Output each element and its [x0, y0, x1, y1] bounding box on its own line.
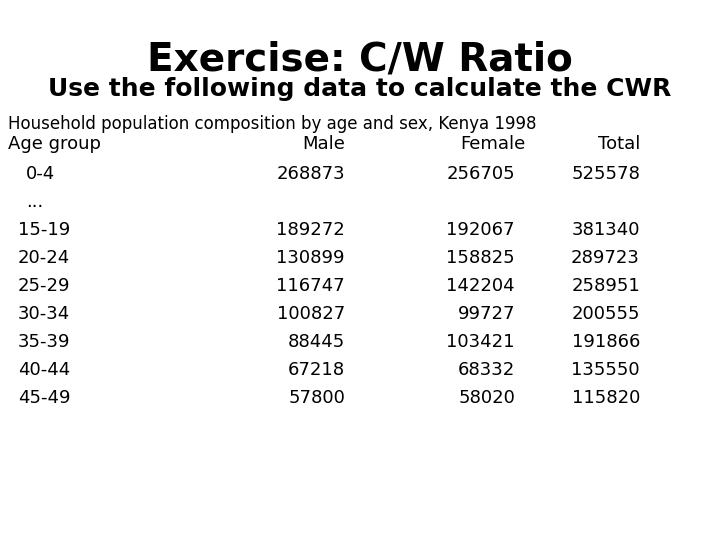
Text: 100827: 100827: [276, 305, 345, 323]
Text: 88445: 88445: [288, 333, 345, 351]
Text: Exercise: C/W Ratio: Exercise: C/W Ratio: [147, 40, 573, 78]
Text: 67218: 67218: [288, 361, 345, 379]
Text: 57800: 57800: [288, 389, 345, 407]
Text: 58020: 58020: [458, 389, 515, 407]
Text: 256705: 256705: [446, 165, 515, 183]
Text: 289723: 289723: [571, 249, 640, 267]
Text: 45-49: 45-49: [18, 389, 71, 407]
Text: 189272: 189272: [276, 221, 345, 239]
Text: 192067: 192067: [446, 221, 515, 239]
Text: ...: ...: [26, 193, 43, 211]
Text: 381340: 381340: [572, 221, 640, 239]
Text: 40-44: 40-44: [18, 361, 71, 379]
Text: 200555: 200555: [572, 305, 640, 323]
Text: 258951: 258951: [571, 277, 640, 295]
Text: Male: Male: [302, 135, 345, 153]
Text: 25-29: 25-29: [18, 277, 71, 295]
Text: 35-39: 35-39: [18, 333, 71, 351]
Text: 68332: 68332: [458, 361, 515, 379]
Text: Household population composition by age and sex, Kenya 1998: Household population composition by age …: [8, 115, 536, 133]
Text: 15-19: 15-19: [18, 221, 71, 239]
Text: 0-4: 0-4: [26, 165, 55, 183]
Text: 99727: 99727: [457, 305, 515, 323]
Text: 135550: 135550: [572, 361, 640, 379]
Text: Total: Total: [598, 135, 640, 153]
Text: Use the following data to calculate the CWR: Use the following data to calculate the …: [48, 77, 672, 101]
Text: 30-34: 30-34: [18, 305, 71, 323]
Text: 525578: 525578: [571, 165, 640, 183]
Text: 130899: 130899: [276, 249, 345, 267]
Text: 20-24: 20-24: [18, 249, 71, 267]
Text: 142204: 142204: [446, 277, 515, 295]
Text: 115820: 115820: [572, 389, 640, 407]
Text: 191866: 191866: [572, 333, 640, 351]
Text: 116747: 116747: [276, 277, 345, 295]
Text: 158825: 158825: [446, 249, 515, 267]
Text: 103421: 103421: [446, 333, 515, 351]
Text: Female: Female: [460, 135, 526, 153]
Text: Age group: Age group: [8, 135, 101, 153]
Text: 268873: 268873: [276, 165, 345, 183]
